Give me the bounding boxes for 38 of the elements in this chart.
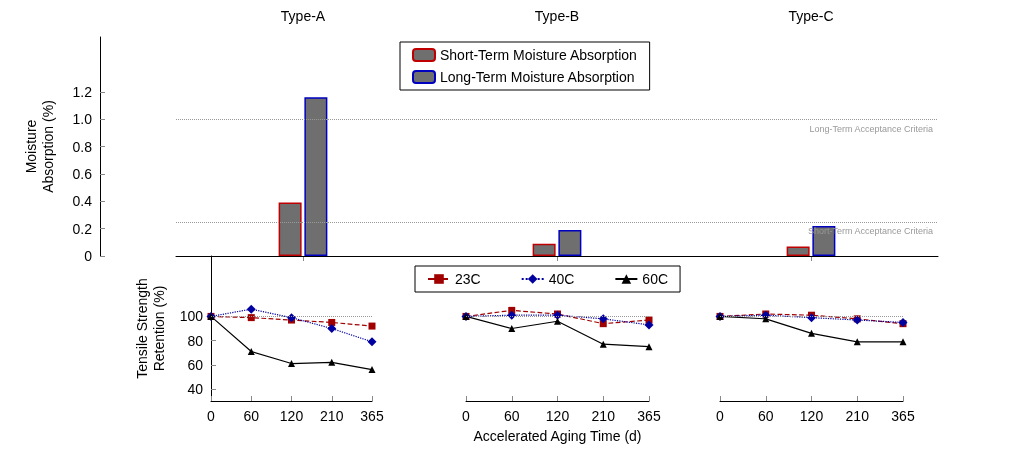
x-tick-label: 365 [637,408,661,424]
legend-label: 40C [548,271,575,287]
y-axis-title: Moisture Absorption (%) [22,100,56,193]
legend-label: Long-Term Moisture Absorption [440,69,635,85]
x-tick-label: 365 [360,408,384,424]
x-tick-label: 60 [503,408,520,424]
y-tick-label: 0.4 [72,193,93,210]
y-tick-label: 60 [187,356,204,373]
y-tick-label: 100 [179,308,204,325]
x-tick-label: 0 [207,408,216,424]
legend-label: 60C [642,271,669,287]
y-tick-label: 0 [84,248,93,264]
legend-label: 23C [455,271,481,287]
x-tick-label: 120 [799,408,824,424]
y-tick-label: 80 [187,332,204,349]
x-axis-title: Accelerated Aging Time (d) [473,428,642,444]
y-tick-label: 0.2 [72,220,93,237]
ref-line-label: Long-Term Acceptance Criteria [809,123,933,134]
x-tick-label: Type-C [788,8,834,24]
y-tick-label: 40 [187,380,204,397]
x-tick-label: 0 [716,408,725,424]
legend-label: Short-Term Moisture Absorption [440,47,637,63]
x-tick-label: 210 [320,408,344,424]
x-tick-label: Type-A [280,8,326,24]
y-tick-label: 1.0 [72,111,93,128]
y-tick-label: 0.6 [72,165,93,182]
x-tick-label: 120 [545,408,570,424]
x-tick-label: 60 [757,408,774,424]
x-tick-label: 210 [591,408,616,424]
x-tick-label: 0 [462,408,471,424]
y-tick-label: 0.8 [72,138,93,155]
x-tick-label: 210 [845,408,870,424]
x-tick-label: 120 [279,408,304,424]
y-tick-label: 1.2 [72,83,93,100]
x-tick-label: 60 [243,408,260,424]
x-tick-label: Type-B [534,8,580,24]
x-tick-label: 365 [891,408,915,424]
y-axis-title: Tensile Strength Retention (%) [133,278,167,379]
